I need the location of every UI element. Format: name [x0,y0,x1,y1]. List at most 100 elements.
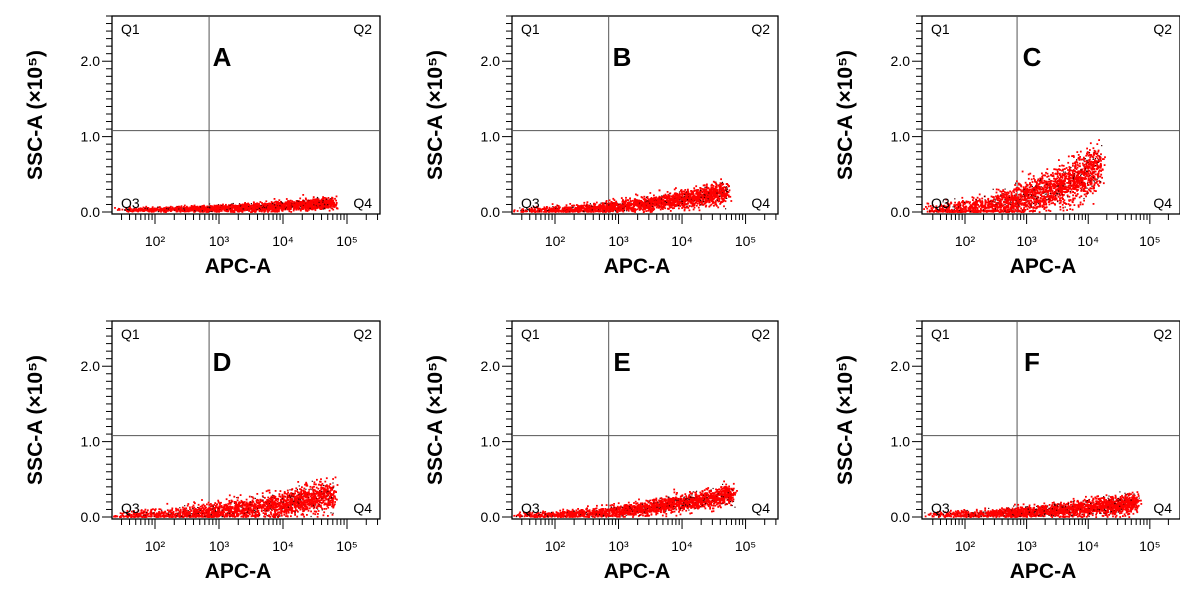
data-point [209,210,211,213]
data-point [230,203,232,206]
data-point [263,210,266,213]
data-point [603,210,605,212]
data-point [247,202,250,205]
data-point [327,206,329,209]
data-point [279,202,282,205]
data-point [176,207,179,209]
data-point [297,202,300,204]
data-point [275,207,277,209]
data-point [306,202,309,205]
data-point [260,208,262,211]
data-point [661,201,664,204]
data-point [1059,208,1062,211]
data-point [297,208,300,211]
data-point [619,203,622,206]
data-point [287,207,290,210]
data-point [725,208,727,210]
data-point [666,196,669,199]
data-point [271,203,274,205]
data-point [266,205,269,208]
data-point [666,201,668,204]
data-point [714,202,717,204]
data-point [128,207,130,210]
data-point [272,202,275,205]
data-point [263,204,265,206]
data-point [552,207,555,210]
data-point [644,199,647,202]
data-point [279,205,281,207]
data-point [724,200,727,203]
data-point [1032,175,1035,177]
data-point [650,211,652,213]
data-point [167,210,169,212]
data-point [705,204,708,207]
data-point [627,201,629,204]
data-point [254,205,256,208]
data-point [174,208,176,210]
data-point [215,211,218,213]
data-point [298,201,300,203]
data-point [620,197,623,199]
data-point [306,207,309,210]
data-point [294,205,297,208]
data-point [299,197,302,200]
data-point [260,207,263,210]
data-point [961,196,964,199]
data-point [690,190,692,192]
data-point [258,207,260,209]
data-point [249,205,251,208]
data-point [230,208,233,211]
y-tick-label: 0.0 [481,204,501,220]
data-point [304,197,307,200]
data-point [288,200,291,203]
data-point [334,197,336,200]
data-point [659,201,661,204]
data-point [700,187,702,190]
data-point [215,204,218,207]
data-point [177,208,179,211]
x-tick-label: 10² [145,233,166,249]
data-point [715,183,718,185]
data-point [717,206,720,209]
data-point [992,188,994,190]
data-point [1078,162,1081,165]
data-point [327,197,330,199]
data-point [719,203,722,205]
data-point [596,210,598,212]
data-point [559,210,562,212]
data-point [718,189,721,191]
data-point [296,202,299,205]
data-point [162,209,165,212]
data-point [323,201,326,203]
x-tick-label: 10⁴ [272,233,294,249]
data-point [183,208,185,210]
panel-letter: A [213,42,232,72]
data-point [715,186,718,189]
data-point [273,206,276,209]
data-point [256,202,259,205]
data-point [613,199,616,201]
data-point [551,203,554,205]
data-point [1086,187,1088,189]
data-point [303,206,305,208]
x-tick-label: 10³ [209,233,230,249]
data-point [702,184,705,187]
data-point [607,210,609,213]
data-point [612,202,615,204]
data-point [728,189,731,192]
data-point [288,202,291,205]
data-point [688,209,691,212]
data-point [304,205,307,208]
data-point [306,204,309,207]
x-tick-label: 10⁵ [735,233,756,249]
data-point [315,198,318,200]
data-point [201,205,204,207]
data-point [641,196,644,199]
data-point [159,206,161,208]
data-point [1046,193,1048,195]
data-point [145,205,148,208]
y-tick-label: 1.0 [481,129,501,145]
data-point [610,201,613,203]
data-point [286,203,288,206]
data-point [288,208,291,211]
